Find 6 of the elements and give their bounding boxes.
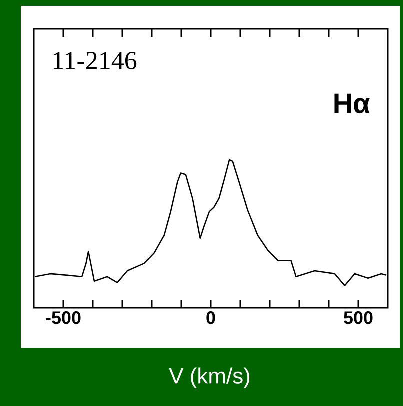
text: 11-2146 (54, 52, 137, 70)
x-tick-label: -500 (46, 312, 81, 324)
x-tick-label: 0 (206, 312, 216, 324)
text: Hα (334, 94, 370, 114)
x-tick-label: 500 (344, 312, 373, 324)
x-axis-title: V (km/s) (169, 368, 250, 388)
